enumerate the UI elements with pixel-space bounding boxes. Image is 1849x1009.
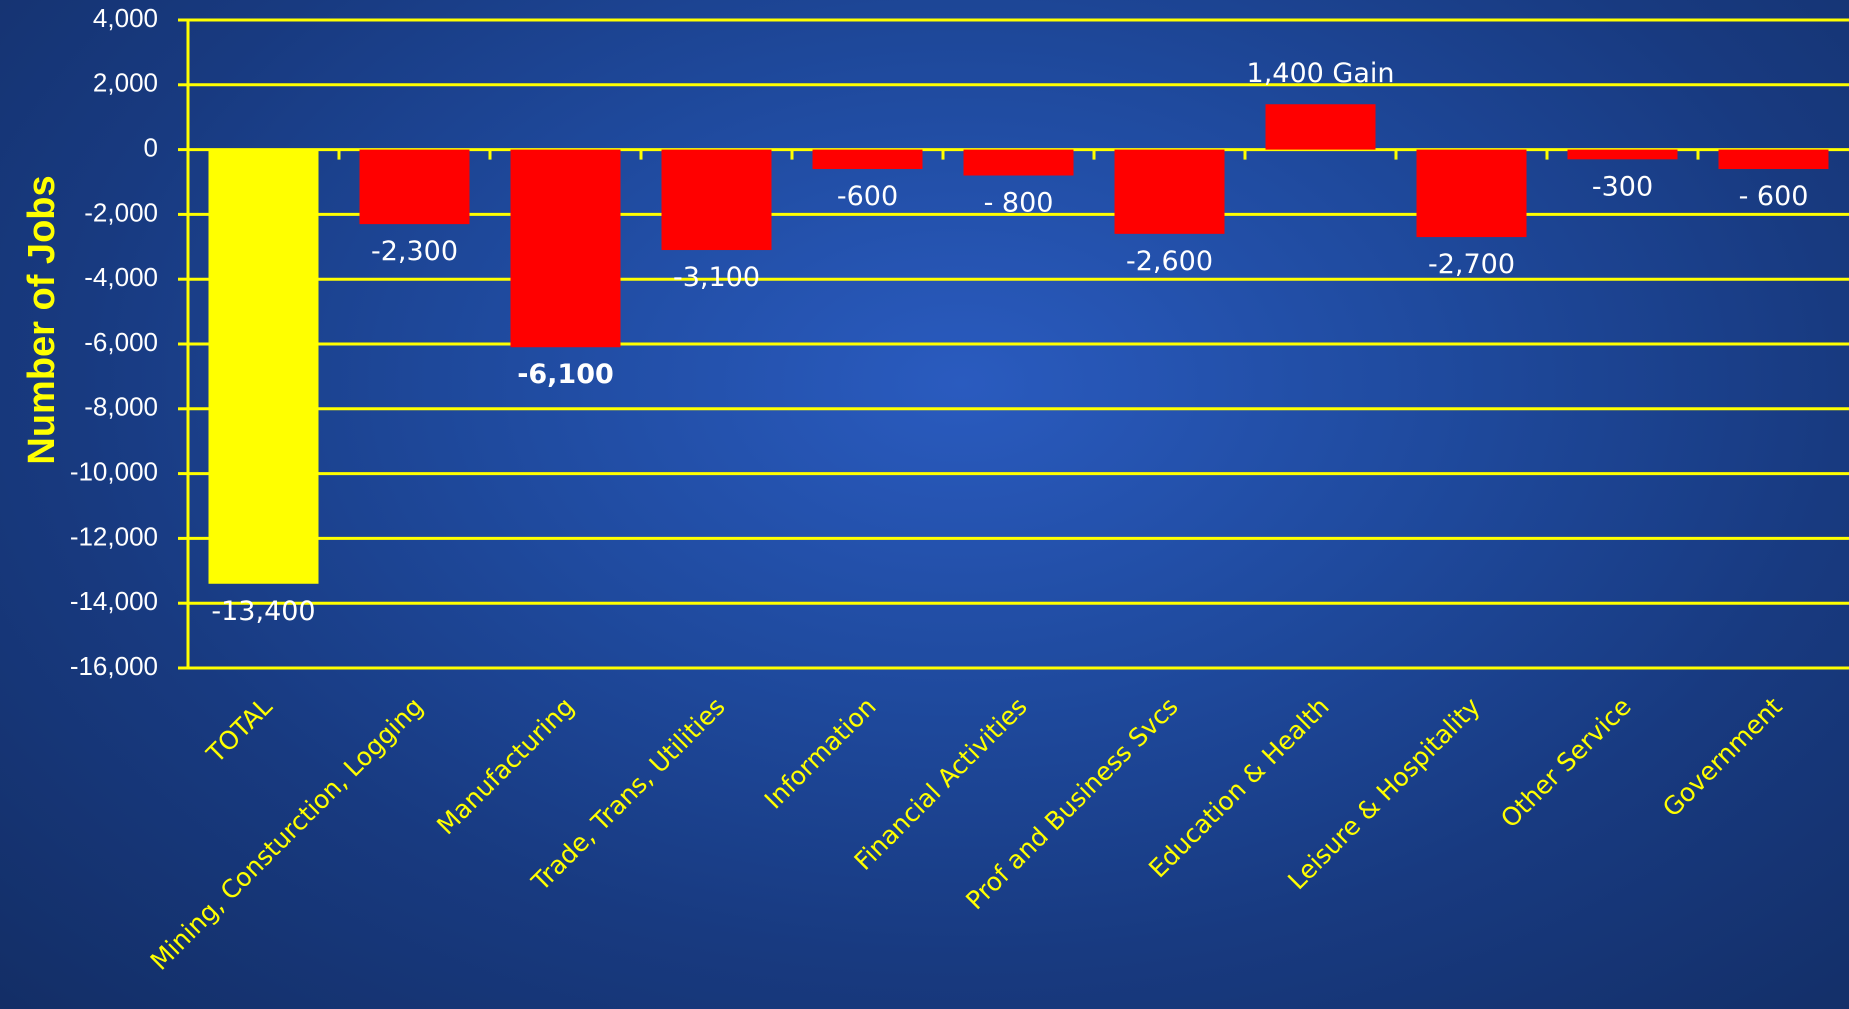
y-tick-label: 2,000 — [93, 68, 158, 98]
data-label: 1,400 Gain — [1247, 58, 1395, 89]
category-label: Information — [759, 692, 882, 815]
data-label: -2,300 — [371, 236, 458, 267]
data-label: -3,100 — [673, 262, 760, 293]
y-axis-ticks: 4,000 2,000 0 -2,000 -4,000 -6,000 -8,000 -10,0… — [70, 3, 188, 681]
data-labels: -13,400 -2,300 -6,100 -3,100 -600 - 800 -2,600… — [211, 58, 1808, 627]
data-label: -13,400 — [211, 596, 315, 627]
data-label: -6,100 — [517, 359, 614, 390]
bar-4 — [812, 149, 923, 170]
y-tick-label: -10,000 — [70, 456, 158, 486]
bar-6 — [1114, 149, 1225, 234]
bar-7 — [1265, 104, 1376, 150]
data-label: -2,600 — [1126, 246, 1213, 277]
y-tick-label: -12,000 — [70, 521, 158, 551]
y-tick-label: -2,000 — [84, 197, 158, 227]
bar-1 — [359, 149, 470, 225]
data-label: - 800 — [984, 188, 1054, 219]
bar-8 — [1416, 149, 1527, 238]
bar-5 — [963, 149, 1074, 176]
y-tick-label: -16,000 — [70, 651, 158, 681]
category-label: Mining, Consturction, Logging — [145, 692, 429, 976]
category-label: Other Service — [1495, 692, 1637, 834]
x-axis-ticks — [337, 149, 1700, 160]
y-axis-label: Number of Jobs — [21, 175, 63, 464]
bar-2 — [510, 149, 621, 348]
bar-0 — [208, 149, 319, 584]
y-tick-label: -6,000 — [84, 327, 158, 357]
bar-3 — [661, 149, 772, 251]
y-tick-label: -8,000 — [84, 392, 158, 422]
bar-9 — [1567, 149, 1678, 160]
y-tick-label: 0 — [144, 132, 158, 162]
gridlines — [188, 18, 1849, 670]
data-label: -2,700 — [1428, 249, 1515, 280]
y-tick-label: -14,000 — [70, 586, 158, 616]
y-tick-label: 4,000 — [93, 3, 158, 33]
data-label: - 600 — [1739, 181, 1809, 212]
y-tick-label: -4,000 — [84, 262, 158, 292]
category-label: Government — [1657, 692, 1788, 823]
data-label: -600 — [837, 181, 898, 212]
category-label: Financial Activities — [849, 692, 1033, 876]
bar-10 — [1718, 149, 1829, 170]
bars — [208, 104, 1829, 584]
category-label: TOTAL — [200, 692, 277, 769]
data-label: -300 — [1592, 171, 1653, 202]
category-label: Manufacturing — [431, 692, 580, 841]
